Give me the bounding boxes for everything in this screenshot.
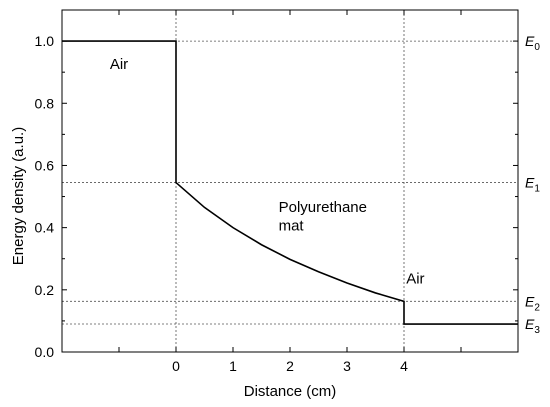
- y-tick-label-0: 0.0: [35, 344, 55, 360]
- energy-level-label-0: E0: [525, 33, 540, 53]
- annotation-1: Polyurethane: [279, 199, 367, 216]
- energy-level-label-1: E1: [525, 175, 540, 195]
- x-tick-label-5: 4: [400, 358, 408, 374]
- y-tick-label-4: 0.8: [35, 95, 55, 111]
- annotation-3: Air: [406, 271, 424, 288]
- annotations: Air Polyurethane mat Air: [110, 56, 425, 288]
- annotation-2: mat: [279, 218, 305, 235]
- axes: [61, 9, 519, 353]
- y-tick-label-2: 0.4: [35, 220, 55, 236]
- y-tick-label-5: 1.0: [35, 33, 55, 49]
- x-tick-label-1: 0: [172, 358, 180, 374]
- x-axis-title: Distance (cm): [244, 383, 337, 400]
- energy-level-label-3: E3: [525, 316, 540, 336]
- reference-lines: [62, 10, 518, 352]
- y-tick-label-3: 0.6: [35, 157, 55, 173]
- ticks: [62, 10, 518, 353]
- tick-labels: E0 E1 E2 E3 0 1 2 3 4 0.0 0.2 0.4 0.6 0.8 1.0: [35, 33, 541, 374]
- annotation-0: Air: [110, 56, 128, 73]
- y-tick-label-1: 0.2: [35, 282, 55, 298]
- x-tick-label-3: 2: [286, 358, 294, 374]
- plot-frame: [61, 9, 519, 353]
- data-series: [62, 40, 518, 325]
- x-tick-label-2: 1: [229, 358, 237, 374]
- energy-density-line-0: [62, 40, 518, 325]
- energy-level-label-2: E2: [525, 293, 540, 313]
- y-axis-title: Energy density (a.u.): [10, 127, 27, 265]
- x-tick-label-4: 3: [343, 358, 351, 374]
